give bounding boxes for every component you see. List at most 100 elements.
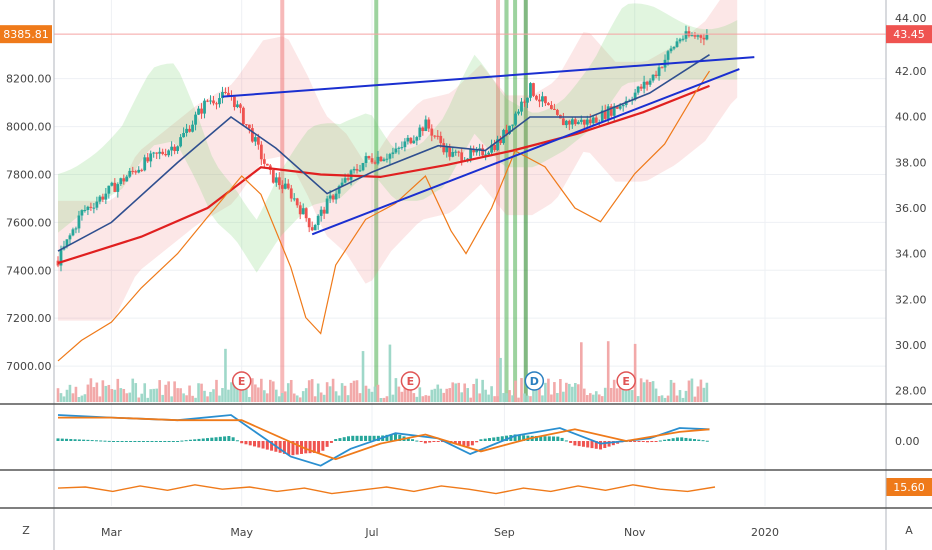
macd-histogram-bar (176, 441, 180, 442)
candle-body (567, 120, 571, 125)
candle-body (173, 146, 177, 152)
volume-bar (215, 379, 218, 402)
volume-bar (233, 378, 236, 402)
event-marker[interactable] (524, 371, 545, 391)
macd-histogram-bar (184, 440, 188, 442)
macd-histogram-bar (154, 441, 158, 442)
volume-bar (705, 382, 709, 402)
candle-body (101, 196, 105, 200)
volume-bar (59, 393, 63, 402)
macd-histogram-bar (590, 441, 594, 449)
candle-body (639, 86, 643, 89)
event-marker[interactable] (231, 371, 252, 391)
candle-body (379, 156, 383, 162)
volume-bar (110, 388, 114, 402)
candle-body (687, 31, 691, 36)
macd-histogram-bar (372, 435, 376, 441)
volume-bar (319, 392, 323, 402)
auto-scale-button[interactable]: A (905, 524, 913, 537)
volume-bar (370, 391, 374, 402)
volume-bar (391, 394, 395, 402)
volume-bar (517, 397, 520, 402)
candle-body (576, 121, 580, 125)
volume-bar (385, 396, 389, 402)
right-tick-label: 42.00 (895, 65, 927, 78)
macd-histogram-bar (317, 441, 321, 453)
candle-body (532, 83, 535, 96)
candle-body (59, 249, 63, 266)
macd-histogram-bar (338, 438, 342, 441)
volume-bar (520, 378, 523, 402)
log-scale-button[interactable]: Z (22, 524, 30, 537)
macd-histogram-bar (218, 436, 222, 441)
macd-histogram-bar (265, 441, 269, 450)
candle-body (194, 114, 197, 125)
x-tick-label: Nov (624, 526, 646, 539)
macd-histogram-bar (646, 441, 650, 443)
volume-bar (200, 383, 203, 402)
macd-histogram-bar (633, 441, 637, 442)
candle-body (642, 81, 646, 89)
volume-bar (690, 378, 694, 402)
candle-body (316, 215, 320, 226)
macd-histogram-bar (94, 440, 98, 442)
macd-histogram-bar (73, 439, 77, 441)
macd-histogram-bar (547, 436, 551, 441)
macd-histogram-bar (257, 441, 261, 448)
indicator-badge (886, 478, 932, 496)
candle-body (71, 229, 75, 236)
macd-histogram-bar (675, 437, 679, 441)
volume-bar (574, 382, 577, 402)
candle-body (481, 148, 485, 156)
volume-bar (556, 393, 559, 402)
candle-body (618, 106, 622, 109)
candle-body (675, 41, 679, 47)
volume-bar (340, 383, 344, 402)
macd-histogram-bar (261, 441, 265, 449)
macd-histogram-bar (107, 440, 111, 442)
volume-bar (436, 384, 440, 402)
candle-body (176, 146, 180, 152)
volume-bar (663, 397, 667, 402)
macd-histogram-bar (180, 440, 184, 442)
macd-pane (56, 414, 710, 467)
x-tick-label: Sep (494, 526, 515, 539)
volume-bar (343, 385, 347, 402)
candle-body (83, 209, 87, 211)
candle-body (385, 158, 389, 160)
macd-histogram-bar (522, 435, 526, 441)
macd-histogram-bar (291, 441, 295, 456)
macd-histogram-bar (573, 441, 577, 446)
volume-bar (457, 382, 461, 402)
candle-body (239, 104, 242, 108)
candle-body (283, 183, 287, 189)
trendline[interactable] (222, 56, 755, 98)
candle-body (80, 210, 84, 216)
candle-body (439, 135, 443, 144)
volume-bar (577, 384, 580, 402)
volume-bar (666, 395, 670, 402)
volume-bar (642, 382, 646, 402)
macd-histogram-bar (517, 434, 521, 441)
event-marker[interactable] (616, 371, 636, 391)
volume-bar (559, 379, 562, 402)
volume-bar (134, 383, 138, 402)
candle-body (152, 152, 156, 154)
volume-bar (562, 391, 565, 402)
volume-bar (669, 379, 673, 402)
candle-body (161, 151, 165, 155)
x-tick-label: Jul (364, 526, 378, 539)
event-marker[interactable] (400, 371, 421, 391)
volume-bar (621, 382, 625, 402)
candle-body (579, 119, 583, 122)
volume-bar (597, 394, 601, 402)
candle-body (621, 105, 625, 107)
candle-body (588, 119, 592, 124)
volume-bar (56, 388, 60, 402)
macd-histogram-bar (500, 436, 504, 441)
candle-body (403, 141, 407, 148)
volume-bar (636, 396, 640, 402)
candle-body (155, 152, 159, 154)
trendline[interactable] (311, 68, 740, 236)
